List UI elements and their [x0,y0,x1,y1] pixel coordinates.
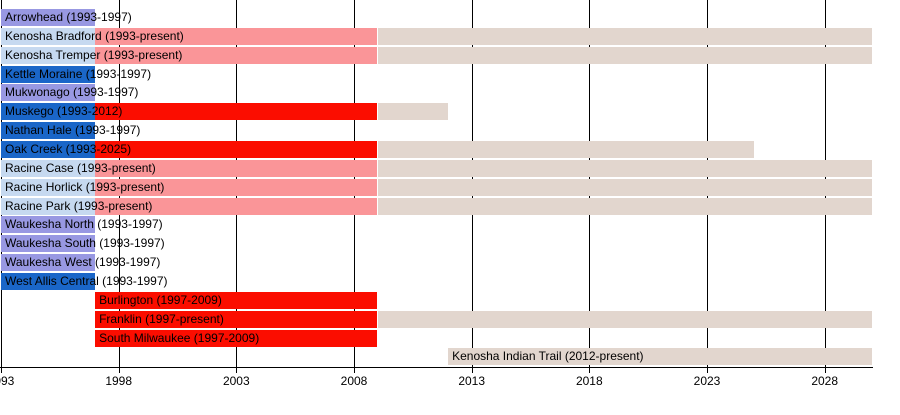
row-label: West Allis Central (1993-1997) [5,273,168,288]
timeline-bar-segment [377,46,872,64]
timeline-bar-segment [377,159,872,177]
tick-label-2018: 2018 [575,374,603,388]
timeline-bar-segment [1,46,96,64]
timeline-bar-segment [95,310,378,328]
row-label: Racine Park (1993-present) [5,198,153,213]
timeline-bar-segment [1,197,96,215]
row-label: Franklin (1997-present) [99,311,224,326]
timeline-bar-segment [95,329,378,347]
timeline-bar-segment [95,141,378,158]
timeline-bar-segment [95,103,378,121]
timeline-bar-segment [1,272,96,290]
timeline-bar-segment [1,9,96,26]
row-label: Arrowhead (1993-1997) [5,10,132,24]
timeline-bar-segment [95,197,378,215]
timeline-bar-segment [95,159,378,177]
row-label: Kenosha Bradford (1993-present) [5,28,184,43]
timeline-bar-segment [1,235,96,253]
timeline-bar-segment [95,178,378,196]
timeline-bar-segment [1,159,96,177]
row-label: South Milwaukee (1997-2009) [99,330,260,345]
timeline-bar-segment [95,27,378,45]
timeline-bar-segment [1,122,96,140]
timeline-bar-segment [1,141,96,158]
tick-label-1993: 1993 [0,374,15,388]
row-label: Waukesha South (1993-1997) [5,236,165,251]
timeline-bar-segment [1,216,96,234]
row-label: Waukesha North (1993-1997) [5,217,163,232]
timeline-bar-segment [1,103,96,121]
timeline-bar-segment [1,254,96,272]
tick-mark-2028 [824,367,826,373]
timeline-bar-segment [95,46,378,64]
timeline-bar-segment [1,65,96,83]
timeline-bar-segment [377,27,872,45]
tick-label-2023: 2023 [693,374,721,388]
timeline-bar-segment [377,197,872,215]
timeline-bar-segment [377,141,754,158]
row-label: Kenosha Indian Trail (2012-present) [452,349,644,364]
tick-mark-2023 [707,367,708,373]
timeline-bar-segment [377,310,872,328]
row-label: Kenosha Tremper (1993-present) [5,47,183,62]
timeline-bar-segment [95,291,378,309]
timeline-bar-segment [1,84,96,102]
timeline-bar-segment [448,348,872,366]
tick-mark-2013 [471,367,473,373]
tick-label-2028: 2028 [811,374,839,388]
tick-mark-1993 [1,367,2,373]
x-axis-line [0,367,873,368]
tick-mark-2018 [589,367,591,373]
row-label: Racine Horlick (1993-present) [5,179,165,194]
timeline-bar-segment [1,178,96,196]
tick-mark-2008 [354,367,355,373]
timeline-bar-segment [377,103,449,121]
row-label: Mukwonago (1993-1997) [5,85,139,100]
row-label: Racine Case (1993-present) [5,160,156,175]
timeline-bar-segment [377,178,872,196]
timeline-bar-segment [1,27,96,45]
row-label: Waukesha West (1993-1997) [5,255,161,270]
row-label: Oak Creek (1993-2025) [5,142,132,156]
tick-mark-2003 [236,367,238,373]
row-label: Nathan Hale (1993-1997) [5,123,141,138]
tick-mark-1998 [118,367,120,373]
tick-label-2013: 2013 [458,374,486,388]
row-label: Muskego (1993-2012) [5,104,123,119]
row-label: Kettle Moraine (1993-1997) [5,66,152,81]
tick-label-1998: 1998 [105,374,133,388]
tick-label-2008: 2008 [340,374,368,388]
row-label: Burlington (1997-2009) [99,292,222,307]
tick-label-2003: 2003 [222,374,250,388]
